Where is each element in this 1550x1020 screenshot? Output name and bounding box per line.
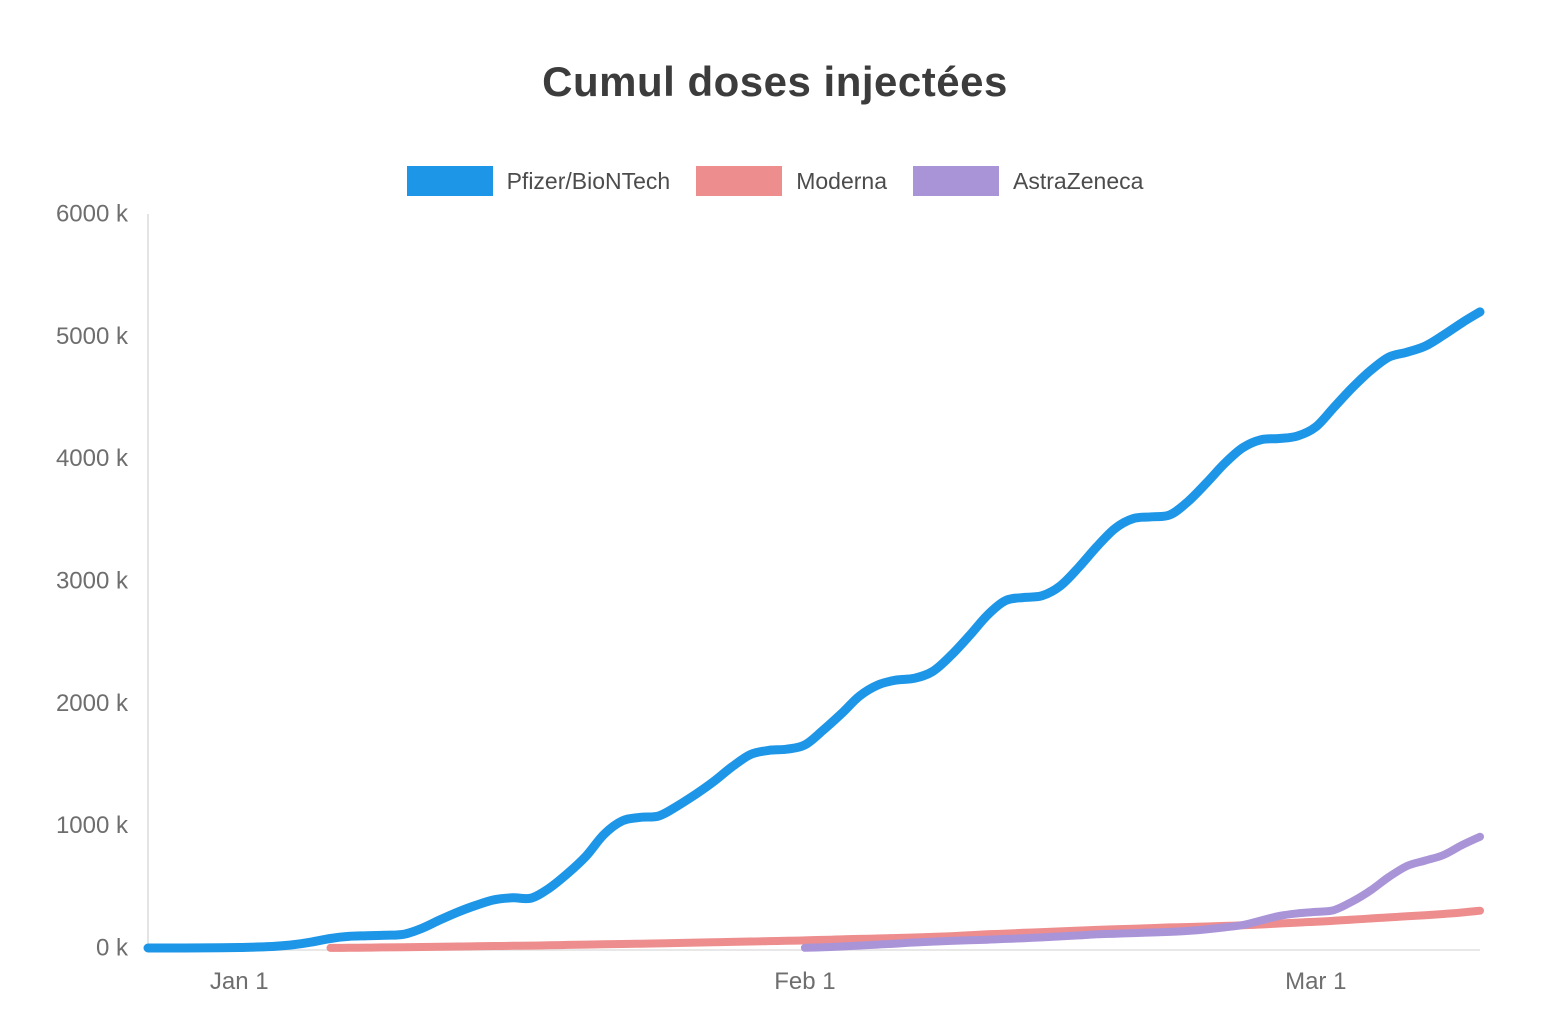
y-tick-label: 2000 k: [56, 690, 129, 717]
legend: Pfizer/BioNTech Moderna AstraZeneca: [0, 166, 1550, 196]
y-tick-label: 4000 k: [56, 445, 129, 472]
legend-item-astrazeneca[interactable]: AstraZeneca: [913, 166, 1143, 196]
y-tick-label: 6000 k: [56, 201, 129, 228]
y-tick-label: 1000 k: [56, 812, 129, 839]
legend-swatch: [696, 166, 783, 196]
legend-item-moderna[interactable]: Moderna: [696, 166, 887, 196]
x-tick-label: Feb 1: [774, 968, 835, 995]
chart-title: Cumul doses injectées: [542, 58, 1008, 105]
legend-swatch: [913, 166, 999, 196]
legend-label: AstraZeneca: [1013, 167, 1144, 194]
series-line-pfizer-biontech: [143, 307, 1485, 953]
y-tick-label: 0 k: [96, 935, 129, 962]
series-line-astrazeneca: [800, 832, 1484, 952]
legend-label: Moderna: [796, 167, 887, 194]
x-tick-label: Mar 1: [1285, 968, 1346, 995]
legend-label: Pfizer/BioNTech: [506, 167, 671, 194]
y-tick-label: 5000 k: [56, 323, 129, 350]
series-line-moderna: [326, 906, 1484, 952]
legend-swatch: [406, 166, 493, 196]
legend-item-pfizer-biontech[interactable]: Pfizer/BioNTech: [406, 166, 671, 196]
x-tick-label: Jan 1: [210, 968, 269, 995]
y-tick-label: 3000 k: [56, 568, 129, 595]
